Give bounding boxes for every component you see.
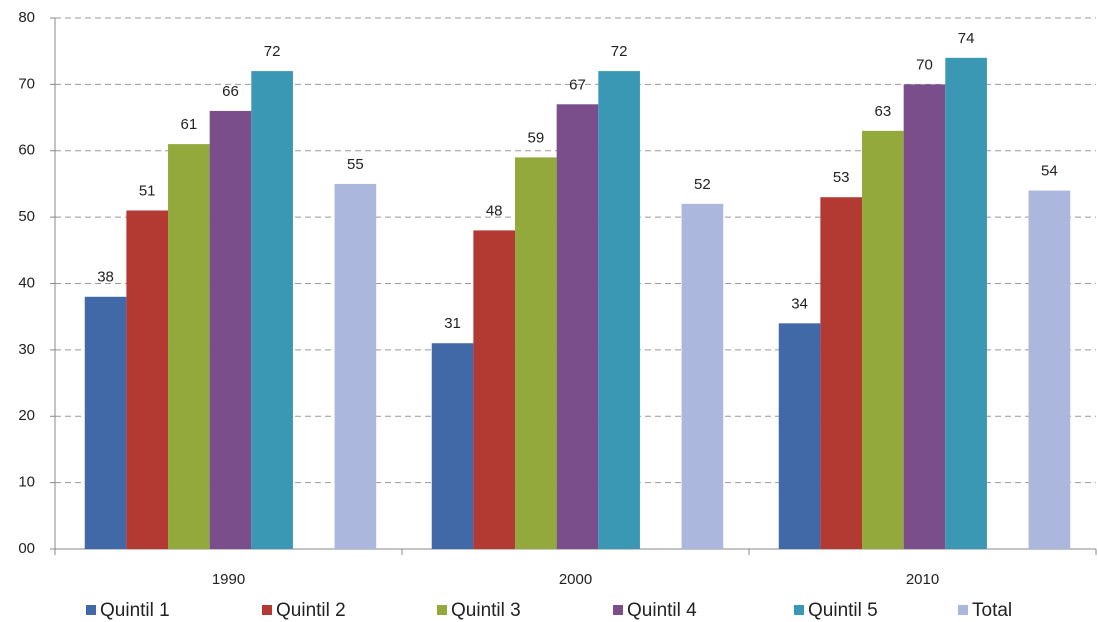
data-label: 52 <box>694 176 711 193</box>
y-tick-label: 70 <box>18 75 35 92</box>
bar <box>681 203 724 549</box>
bar <box>556 104 599 549</box>
legend-swatch <box>86 605 96 615</box>
data-label: 31 <box>444 315 461 332</box>
legend-label: Quintil 2 <box>276 600 346 621</box>
bar <box>1028 190 1071 549</box>
bar <box>515 157 557 549</box>
x-tick-label: 2000 <box>559 571 592 588</box>
legend-label: Quintil 5 <box>808 600 878 621</box>
legend-swatch <box>613 605 623 615</box>
bar <box>945 57 987 549</box>
data-label: 74 <box>958 30 975 47</box>
y-tick-label: 00 <box>18 540 35 557</box>
legend-swatch <box>262 605 272 615</box>
bar <box>251 71 293 549</box>
bar <box>126 210 169 550</box>
y-tick-label: 10 <box>18 474 35 491</box>
y-tick-label: 40 <box>18 274 35 291</box>
legend-label: Quintil 4 <box>627 600 697 621</box>
data-label: 72 <box>611 43 628 60</box>
bar <box>862 130 904 549</box>
bar <box>209 110 252 550</box>
data-label: 66 <box>222 83 239 100</box>
legend-label: Quintil 3 <box>451 600 521 621</box>
y-tick-label: 50 <box>18 208 35 225</box>
data-label: 34 <box>791 295 808 312</box>
y-tick-label: 20 <box>18 407 35 424</box>
bar <box>778 323 821 549</box>
x-tick-label: 2010 <box>906 571 939 588</box>
bar <box>473 230 516 549</box>
data-label: 48 <box>486 202 503 219</box>
legend-label: Quintil 1 <box>100 600 170 621</box>
data-label: 67 <box>569 76 586 93</box>
bar <box>820 197 863 549</box>
legend-swatch <box>437 605 447 615</box>
x-tick-label: 1990 <box>212 571 245 588</box>
y-tick-label: 60 <box>18 142 35 159</box>
legend-swatch <box>794 605 804 615</box>
bar <box>431 343 474 549</box>
legend-swatch <box>958 605 968 615</box>
bar <box>598 71 640 549</box>
bar <box>168 144 210 550</box>
y-tick-label: 80 <box>18 9 35 26</box>
data-label: 59 <box>527 129 544 146</box>
legend-label: Total <box>972 600 1012 621</box>
data-label: 63 <box>874 103 891 120</box>
y-tick-label: 30 <box>18 341 35 358</box>
data-label: 51 <box>139 182 156 199</box>
data-label: 61 <box>180 116 197 133</box>
data-label: 72 <box>264 43 281 60</box>
data-label: 55 <box>347 156 364 173</box>
bar <box>84 296 127 549</box>
data-label: 70 <box>916 56 933 73</box>
data-label: 54 <box>1041 163 1058 180</box>
data-label: 38 <box>97 269 114 286</box>
bar <box>903 84 946 549</box>
bar <box>334 183 377 549</box>
data-label: 53 <box>833 169 850 186</box>
